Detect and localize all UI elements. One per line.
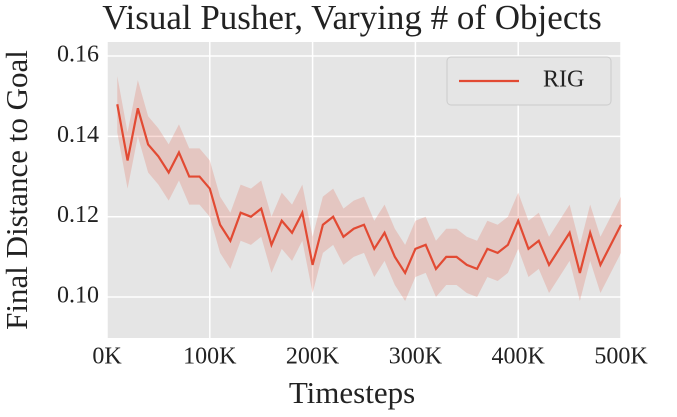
line <box>116 104 622 276</box>
legend-box <box>446 56 612 106</box>
x-tick-label: 200K <box>286 344 340 370</box>
x-tick-label: 300K <box>389 344 443 370</box>
legend-label: RIG <box>543 67 584 93</box>
confidence-band <box>117 76 621 302</box>
x-tick-label: 0K <box>92 344 122 370</box>
x-tick-label: 400K <box>492 344 546 370</box>
x-tick-label: 500K <box>594 344 648 370</box>
y-tick-label: 0.12 <box>57 202 99 228</box>
y-tick-label: 0.10 <box>57 283 99 309</box>
x-axis-label: Timesteps <box>289 375 415 410</box>
y-tick-label: 0.14 <box>57 122 99 148</box>
x-tick-label: 100K <box>183 344 237 370</box>
y-axis-label: Final Distance to Goal <box>0 50 34 330</box>
chart-title: Visual Pusher, Varying # of Objects <box>102 0 601 37</box>
y-tick-label: 0.16 <box>57 42 99 68</box>
